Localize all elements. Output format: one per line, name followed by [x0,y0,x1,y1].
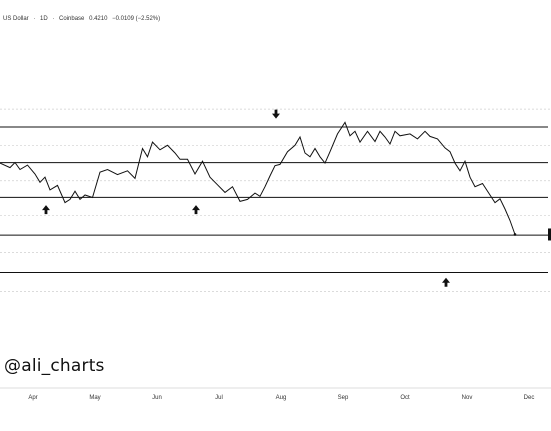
x-tick-jul: Jul [215,395,223,401]
header-change: −0.0109 (−2.52%) [112,16,161,22]
header-pair: US Dollar [3,16,29,22]
x-tick-aug: Aug [276,395,287,401]
header-interval: 1D [40,16,48,22]
header-price: 0.4210 [89,16,108,22]
header-sep1: · [33,16,36,22]
x-tick-oct: Oct [400,395,410,401]
x-tick-sep: Sep [338,395,349,401]
header-sep2: · [52,16,55,22]
arrow-up-3 [442,277,450,287]
current-price-marker [548,228,551,241]
price-series-line [0,121,516,235]
x-tick-nov: Nov [462,395,473,401]
arrow-up-0 [42,205,50,215]
arrow-down-2 [272,109,280,119]
header-exchange: Coinbase [59,16,85,22]
last-price-dot [513,233,517,236]
x-tick-may: May [89,395,100,401]
chart-header: US Dollar · 1D · Coinbase 0.4210 −0.0109… [3,16,163,22]
watermark-handle: @ali_charts [4,356,105,376]
x-tick-jun: Jun [152,395,162,401]
x-tick-dec: Dec [524,395,535,401]
arrow-up-1 [192,205,201,215]
x-tick-apr: Apr [28,395,37,401]
